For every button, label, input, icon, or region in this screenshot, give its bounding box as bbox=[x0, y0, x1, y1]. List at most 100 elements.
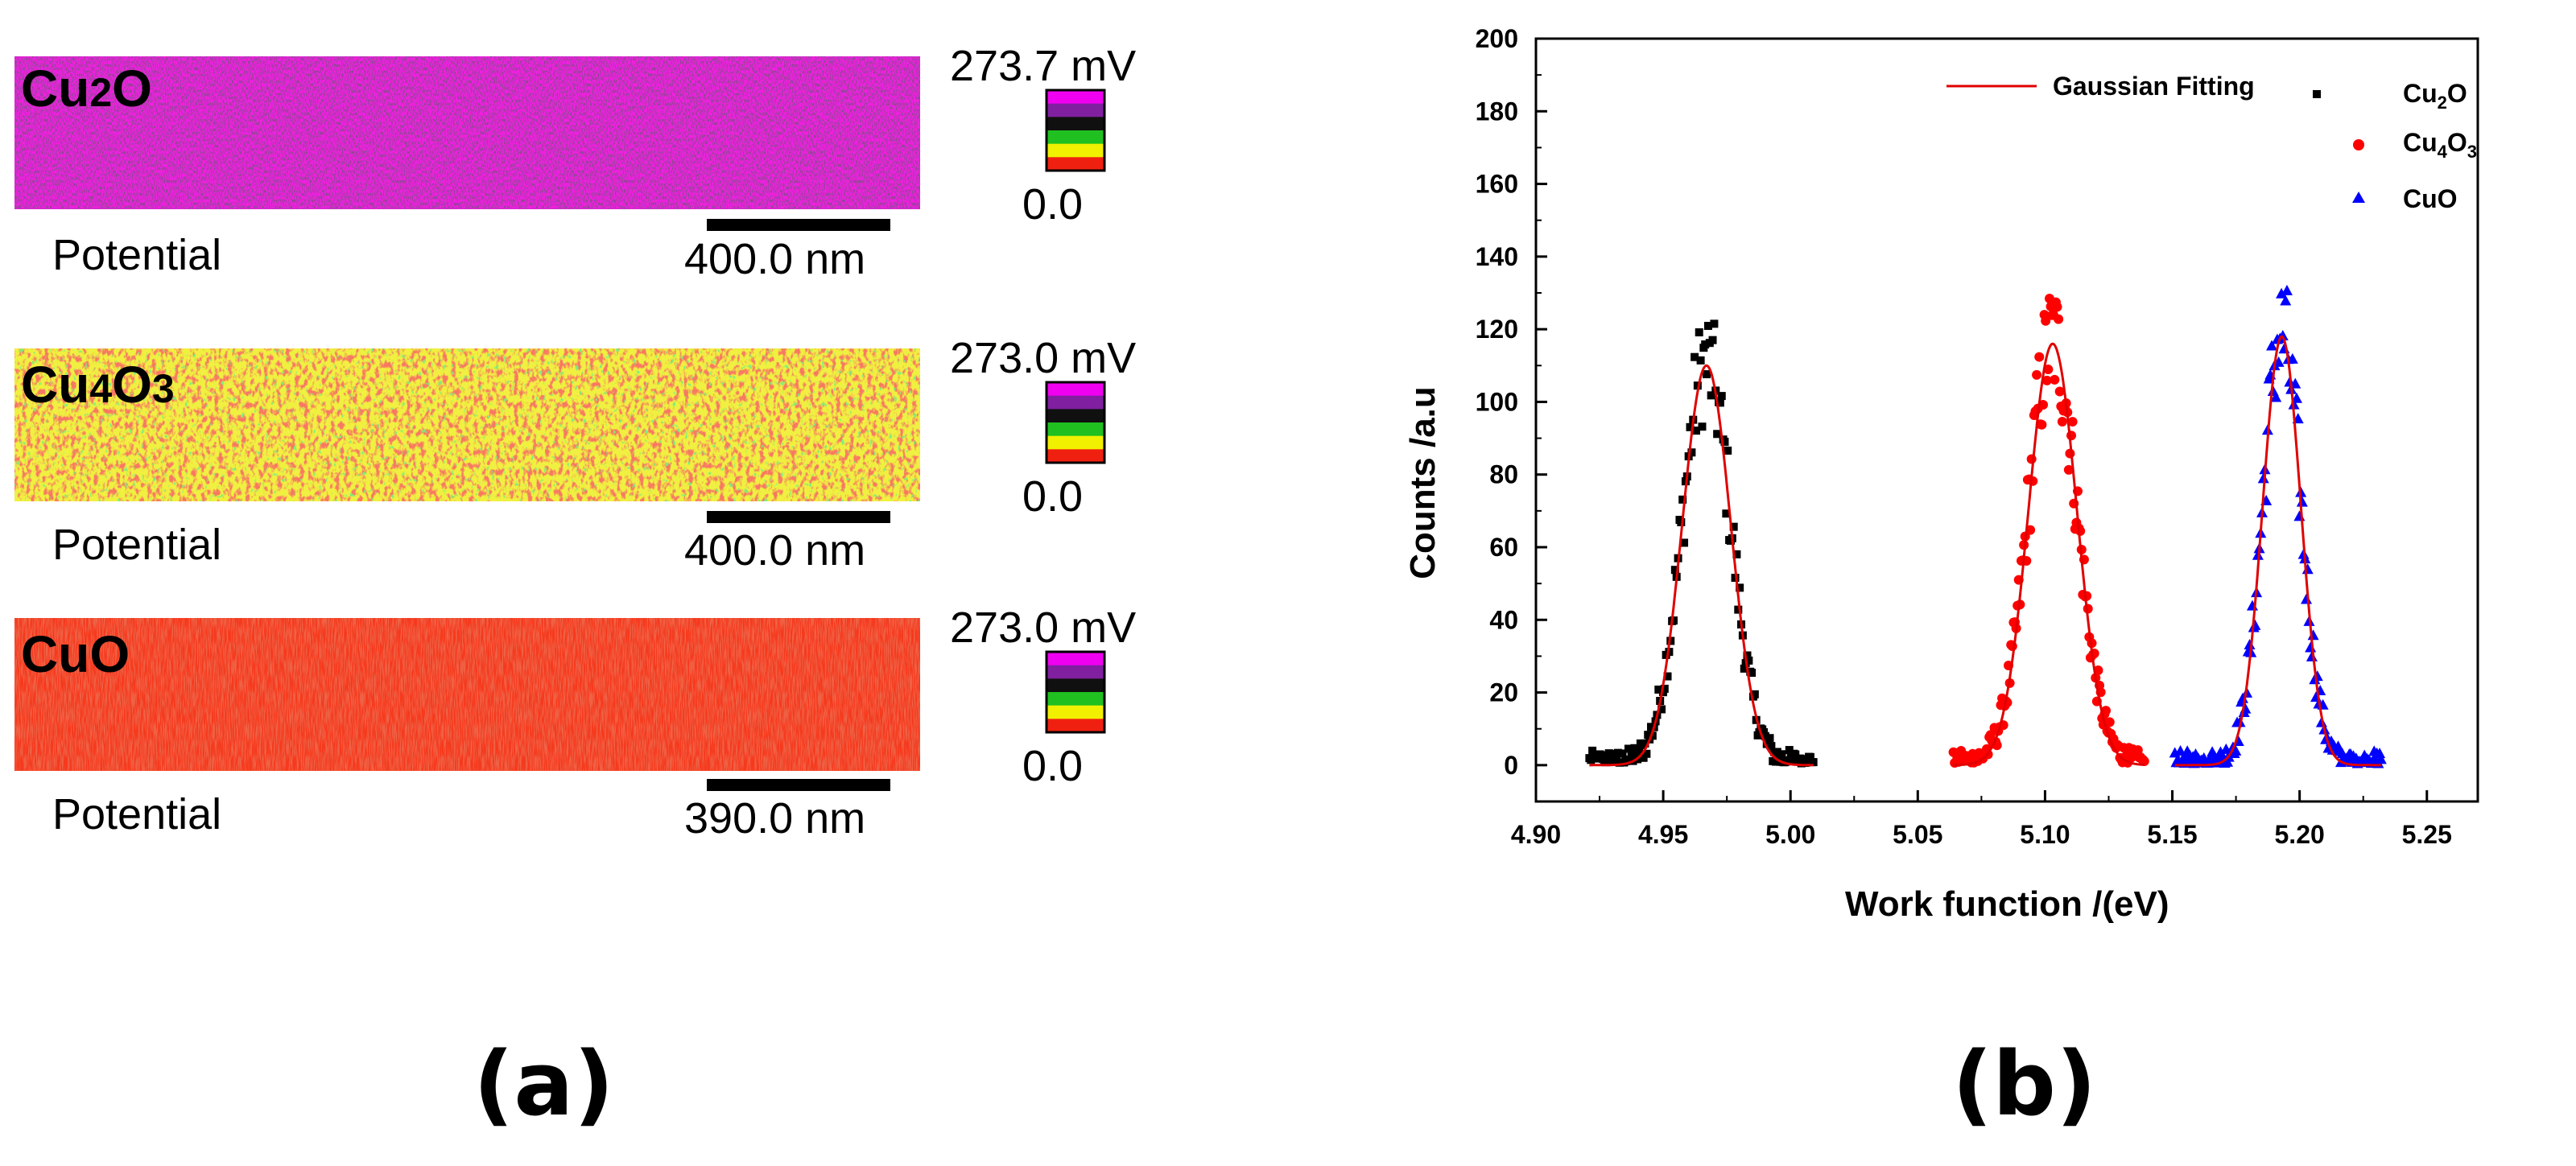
colorbar-band bbox=[1046, 143, 1104, 158]
colorbar-band bbox=[1046, 90, 1104, 105]
legend-marker-cu4o3 bbox=[2353, 139, 2364, 150]
data-point-cu2o bbox=[1703, 370, 1711, 379]
colorbar-band bbox=[1046, 422, 1104, 437]
data-point-cu4o3 bbox=[2104, 717, 2115, 727]
data-point-cu2o bbox=[1686, 422, 1695, 431]
x-tick-label: 5.20 bbox=[2275, 820, 2325, 849]
data-point-cuo bbox=[2301, 563, 2314, 575]
scale-top-value: 273.0 mV bbox=[950, 604, 1136, 652]
data-point-cuo bbox=[2301, 593, 2313, 604]
data-point-cu2o bbox=[1729, 522, 1738, 531]
data-point-cu2o bbox=[1732, 550, 1741, 558]
y-tick-label: 100 bbox=[1476, 387, 1518, 416]
y-tick-label: 40 bbox=[1489, 605, 1518, 634]
map-cuo: CuO 273.0 mV 0.0 Potential 390.0 nm bbox=[14, 604, 1136, 843]
data-point-cu2o bbox=[1703, 321, 1712, 330]
x-tick-label: 5.10 bbox=[2020, 820, 2070, 849]
colorbar-band bbox=[1046, 719, 1104, 733]
panel-label-a: (a) bbox=[473, 1032, 614, 1135]
data-point-cuo bbox=[2216, 749, 2228, 760]
scale-top-value: 273.0 mV bbox=[950, 334, 1136, 382]
data-point-cuo bbox=[2286, 352, 2298, 364]
panel-a: Cu2O 273.7 mV 0.0 Potential 400.0 nm Cu4… bbox=[14, 42, 1136, 1135]
data-point-cuo bbox=[2270, 391, 2282, 402]
legend-label-cu4o3: Cu4O3 bbox=[2403, 128, 2477, 162]
data-point-cuo bbox=[2276, 287, 2288, 299]
scale-bar bbox=[707, 779, 890, 791]
x-tick-label: 4.90 bbox=[1511, 820, 1561, 849]
data-point-cu4o3 bbox=[2037, 419, 2047, 430]
data-point-cuo bbox=[2244, 638, 2256, 649]
data-point-cu2o bbox=[1722, 509, 1731, 518]
colorbar-frame bbox=[1045, 381, 1106, 464]
colorbar-band bbox=[1046, 692, 1104, 707]
scale-bar bbox=[707, 511, 890, 523]
x-tick-label: 5.00 bbox=[1765, 820, 1815, 849]
y-tick-label: 160 bbox=[1476, 170, 1518, 199]
scale-bar bbox=[707, 219, 890, 231]
map-label: Cu2O bbox=[21, 60, 152, 117]
data-point-cu2o bbox=[1695, 328, 1703, 336]
scale-bottom-value: 0.0 bbox=[1022, 742, 1083, 790]
data-point-cu2o bbox=[1788, 756, 1797, 764]
channel-label: Potential bbox=[52, 231, 221, 279]
y-tick-label: 80 bbox=[1489, 460, 1518, 489]
potential-map-texture bbox=[14, 56, 920, 209]
y-tick-label: 60 bbox=[1489, 533, 1518, 562]
data-point-cu2o bbox=[1648, 731, 1657, 740]
data-point-cu2o bbox=[1777, 750, 1786, 759]
data-point-cuo bbox=[2281, 284, 2293, 295]
map-cu4o3: Cu4O3 273.0 mV 0.0 Potential 400.0 nm bbox=[14, 334, 1136, 575]
data-point-cu2o bbox=[1678, 495, 1687, 504]
scale-top-value: 273.7 mV bbox=[950, 42, 1136, 90]
panel-label-b: (b) bbox=[1952, 1032, 2096, 1135]
colorbar-frame bbox=[1045, 89, 1106, 172]
data-point-cu4o3 bbox=[2038, 400, 2049, 410]
legend-fit-label: Gaussian Fitting bbox=[2053, 72, 2255, 101]
data-point-cu2o bbox=[1773, 748, 1781, 756]
data-point-cu4o3 bbox=[2034, 352, 2045, 362]
data-point-cu2o bbox=[1744, 656, 1753, 665]
data-point-cuo bbox=[2375, 753, 2387, 764]
potential-map-texture-green bbox=[14, 348, 920, 501]
data-point-cuo bbox=[2266, 340, 2278, 351]
data-point-cu2o bbox=[1740, 664, 1748, 673]
data-point-cu4o3 bbox=[2041, 315, 2051, 326]
channel-label: Potential bbox=[52, 790, 221, 838]
data-point-cu4o3 bbox=[2054, 314, 2064, 324]
x-axis-label: Work function /(eV) bbox=[1845, 884, 2169, 924]
data-point-cu4o3 bbox=[2066, 431, 2077, 441]
data-point-cu2o bbox=[1663, 672, 1672, 681]
data-point-cuo bbox=[2257, 472, 2269, 484]
data-point-cu4o3 bbox=[2032, 369, 2042, 380]
data-point-cu2o bbox=[1644, 731, 1653, 740]
legend-label-cuo: CuO bbox=[2403, 184, 2458, 213]
colorbar-band bbox=[1046, 435, 1104, 450]
data-point-cu2o bbox=[1724, 446, 1732, 455]
scale-bar-label: 390.0 nm bbox=[684, 794, 865, 843]
data-point-cu2o bbox=[1720, 438, 1729, 447]
data-point-cu2o bbox=[1660, 684, 1669, 693]
data-point-cu2o bbox=[1601, 758, 1610, 767]
data-point-cu2o bbox=[1750, 690, 1759, 698]
colorbar-band bbox=[1046, 395, 1104, 410]
colorbar bbox=[1045, 381, 1106, 464]
data-point-cu2o bbox=[1618, 749, 1627, 758]
colorbar-band bbox=[1046, 382, 1104, 397]
data-point-cu2o bbox=[1696, 356, 1705, 365]
data-point-cu2o bbox=[1632, 744, 1641, 753]
data-point-cu2o bbox=[1612, 754, 1621, 763]
gaussian-fit-curve bbox=[1589, 364, 1814, 767]
data-point-cu4o3 bbox=[2026, 454, 2037, 464]
data-point-cu2o bbox=[1708, 336, 1717, 344]
data-point-cu2o bbox=[1613, 748, 1622, 757]
data-point-cu2o bbox=[1785, 746, 1794, 755]
data-point-cu4o3 bbox=[2041, 375, 2052, 385]
data-point-cu2o bbox=[1791, 750, 1800, 759]
y-tick-label: 180 bbox=[1476, 97, 1518, 126]
data-point-cu2o bbox=[1710, 319, 1719, 328]
data-point-cu2o bbox=[1783, 756, 1792, 764]
y-tick-label: 120 bbox=[1476, 315, 1518, 344]
data-point-cu2o bbox=[1743, 651, 1752, 660]
